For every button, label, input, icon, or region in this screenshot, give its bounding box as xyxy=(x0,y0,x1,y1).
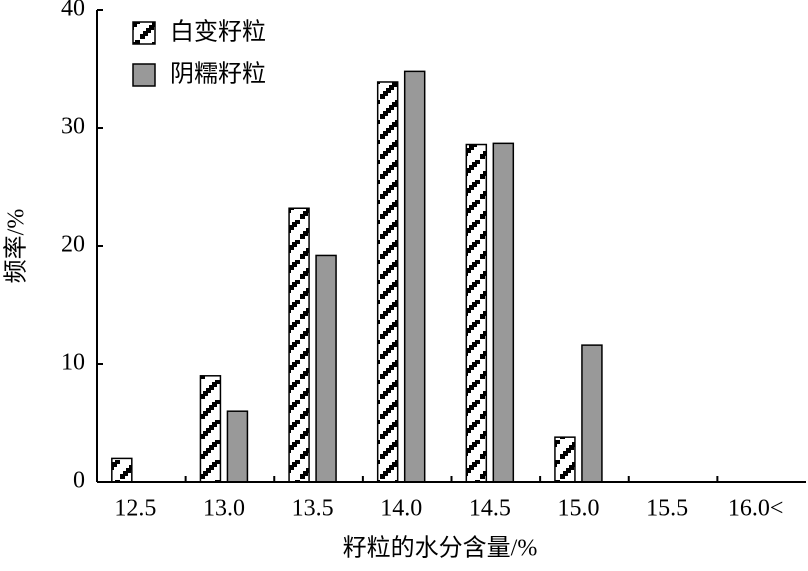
bar xyxy=(199,375,222,483)
bar xyxy=(581,344,603,483)
x-tick-label: 15.5 xyxy=(646,496,688,522)
bar xyxy=(554,436,576,483)
bar xyxy=(403,70,426,483)
bar xyxy=(376,81,399,483)
x-tick-label: 15.0 xyxy=(557,496,599,522)
x-axis-label: 籽粒的水分含量/% xyxy=(343,535,538,562)
legend-swatch xyxy=(132,63,156,87)
legend-label: 白变籽粒 xyxy=(170,19,266,46)
x-tick-label: 13.5 xyxy=(292,496,334,522)
bar xyxy=(111,457,133,483)
bar xyxy=(465,143,488,483)
y-axis-label: 频率/% xyxy=(3,209,30,284)
y-tick-label: 0 xyxy=(73,468,85,494)
x-tick-label: 14.5 xyxy=(469,496,511,522)
legend-swatch xyxy=(132,21,156,45)
bar xyxy=(288,207,310,483)
x-tick-label: 16.0< xyxy=(728,496,784,522)
bar xyxy=(226,410,249,483)
y-tick-label: 30 xyxy=(61,114,85,140)
x-tick-label: 14.0 xyxy=(380,496,422,522)
x-tick-label: 12.5 xyxy=(114,496,156,522)
y-tick-label: 20 xyxy=(61,232,85,258)
bar xyxy=(315,254,337,483)
y-tick-label: 10 xyxy=(61,350,85,376)
y-tick-label: 40 xyxy=(61,0,85,22)
bar xyxy=(492,142,515,483)
legend-label: 阴糯籽粒 xyxy=(170,61,266,88)
x-tick-label: 13.0 xyxy=(203,496,245,522)
